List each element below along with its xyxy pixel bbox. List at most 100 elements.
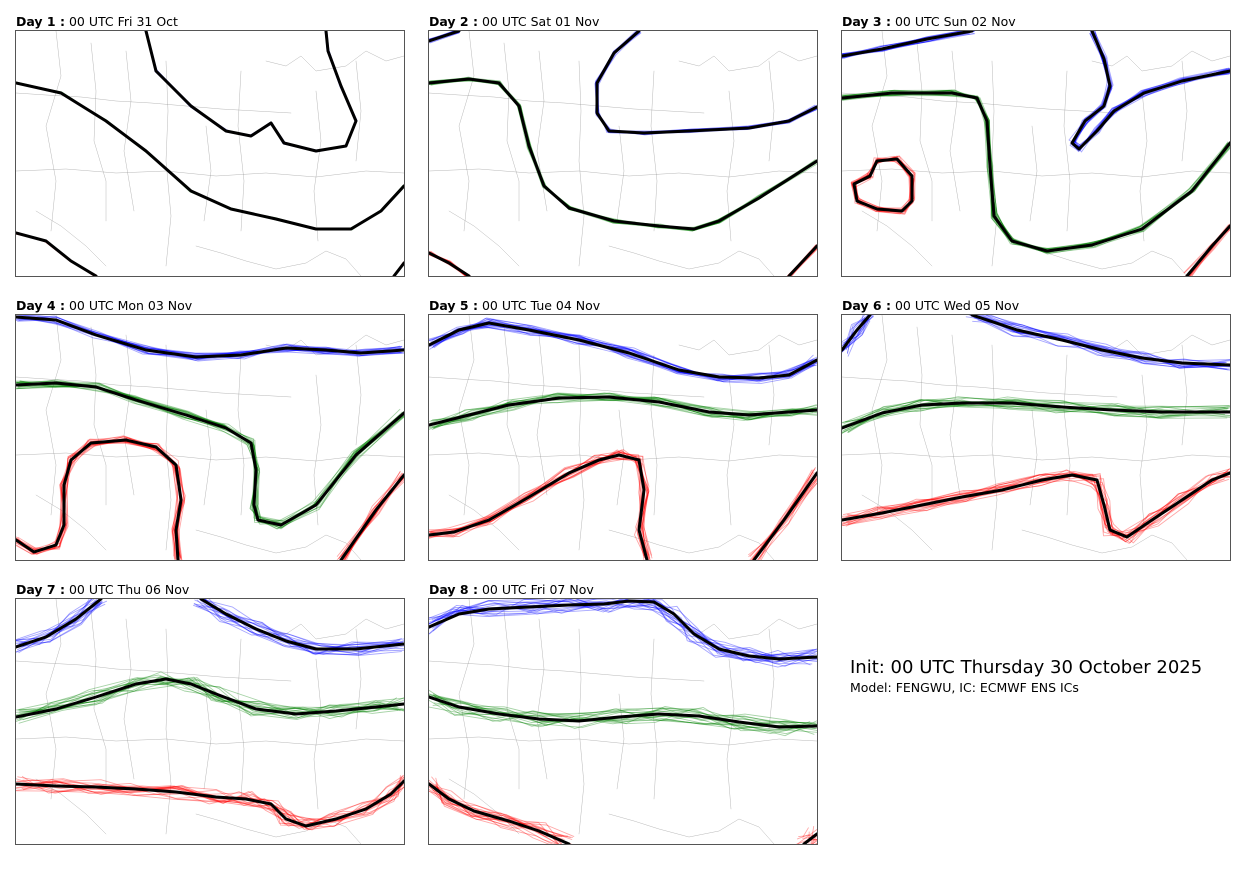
- blue-ensemble-member: [597, 32, 817, 134]
- border-line: [355, 60, 362, 162]
- green-ensemble-member: [842, 399, 1230, 427]
- red-ensemble-member: [429, 454, 649, 560]
- border-line: [195, 813, 362, 844]
- blue-ensemble-member: [597, 31, 817, 134]
- green-ensemble-member: [17, 677, 404, 718]
- border-line: [458, 599, 475, 800]
- red-ensemble-member: [802, 827, 809, 838]
- red-ensemble-member: [429, 449, 653, 556]
- blue-ensemble-member: [595, 31, 817, 135]
- border-line: [1091, 50, 1230, 72]
- blue-ensemble-member: [973, 315, 1230, 368]
- red-ensemble-member: [429, 456, 650, 560]
- red-ensemble-member: [842, 474, 1230, 540]
- border-line: [313, 90, 322, 242]
- blue-ensemble-mean: [1070, 31, 1230, 151]
- red-ensemble-mean: [429, 453, 649, 560]
- border-line: [16, 92, 292, 114]
- green-ensemble-member: [842, 95, 1230, 251]
- valid-time: 00 UTC Fri 07 Nov: [481, 582, 594, 597]
- green-ensemble-mean: [16, 81, 404, 231]
- panel-title: Day 6 : 00 UTC Wed 05 Nov: [842, 298, 1019, 314]
- basemap-borders: [16, 599, 404, 844]
- red-ensemble-mean: [16, 438, 183, 560]
- red-ensemble-member: [748, 469, 814, 556]
- border-line: [313, 658, 322, 810]
- day-label: Day 3 :: [842, 14, 891, 29]
- red-ensemble-member: [16, 774, 404, 827]
- blue-ensemble-mean: [429, 599, 817, 661]
- valid-time: 00 UTC Sat 01 Nov: [481, 14, 600, 29]
- red-ensemble-mean: [429, 782, 571, 844]
- valid-time: 00 UTC Sun 02 Nov: [894, 14, 1016, 29]
- border-line: [203, 693, 212, 790]
- border-line: [45, 31, 62, 232]
- blue-ensemble-mean: [429, 321, 817, 380]
- blue-ensemble-member: [429, 599, 817, 659]
- red-ensemble-member: [16, 438, 181, 560]
- basemap-borders: [429, 31, 817, 276]
- green-ensemble-member: [842, 89, 1230, 253]
- red-ensemble-member: [748, 476, 817, 558]
- red-ensemble-mean: [852, 157, 914, 213]
- green-ensemble-member: [20, 674, 404, 717]
- basemap-borders: [16, 31, 404, 276]
- red-ensemble-member: [16, 781, 404, 831]
- green-ensemble-member: [844, 89, 1230, 253]
- spaghetti-map: [428, 598, 818, 845]
- border-line: [429, 376, 705, 398]
- red-ensemble-member: [429, 788, 568, 837]
- blue-ensemble-member: [842, 31, 963, 55]
- day-label: Day 1 :: [16, 14, 65, 29]
- border-line: [616, 693, 625, 790]
- red-ensemble-member: [16, 440, 181, 557]
- green-ensemble-member: [842, 92, 1230, 253]
- border-line: [871, 315, 888, 516]
- valid-time: 00 UTC Tue 04 Nov: [481, 298, 601, 313]
- blue-ensemble-member: [842, 320, 871, 353]
- border-line: [429, 660, 705, 682]
- border-line: [1021, 245, 1188, 276]
- green-ensemble-member: [842, 404, 1230, 429]
- blue-ensemble-member: [842, 315, 871, 353]
- blue-ensemble-member: [429, 599, 817, 662]
- green-ensemble-member: [429, 78, 817, 229]
- blue-ensemble-member: [204, 599, 404, 649]
- blue-ensemble-member: [429, 326, 815, 379]
- red-ensemble-mean: [392, 261, 404, 276]
- blue-ensemble-member: [429, 599, 817, 660]
- border-line: [726, 374, 735, 526]
- border-line: [203, 409, 212, 506]
- green-ensemble-member: [18, 679, 404, 721]
- green-ensemble-member: [16, 83, 404, 230]
- border-line: [949, 50, 961, 212]
- red-ensemble-member: [429, 782, 560, 844]
- valid-time: 00 UTC Mon 03 Nov: [68, 298, 193, 313]
- red-ensemble-member: [756, 478, 817, 560]
- green-ensemble-member: [18, 678, 397, 724]
- green-ensemble-mean: [842, 91, 1230, 253]
- blue-ensemble-member: [16, 599, 92, 641]
- green-ensemble-mean: [842, 401, 1230, 430]
- day-label: Day 8 :: [429, 582, 478, 597]
- blue-ensemble-member: [202, 599, 404, 655]
- green-ensemble-member: [429, 77, 817, 230]
- blue-ensemble-member: [595, 31, 817, 133]
- spaghetti-map: [428, 314, 818, 561]
- border-line: [608, 813, 775, 844]
- red-ensemble-member: [429, 790, 563, 844]
- border-line: [16, 660, 292, 682]
- red-ensemble-member: [345, 475, 402, 560]
- red-ensemble-member: [796, 828, 817, 844]
- blue-ensemble-member: [16, 602, 103, 641]
- red-ensemble-member: [16, 441, 181, 557]
- border-line: [429, 452, 817, 462]
- border-line: [429, 92, 705, 114]
- blue-ensemble-member: [199, 599, 404, 650]
- red-ensemble-member: [812, 838, 817, 844]
- green-ensemble-member: [429, 80, 817, 230]
- border-line: [195, 529, 362, 560]
- blue-ensemble-member: [146, 31, 358, 152]
- green-ensemble-member: [16, 82, 404, 230]
- panel-title: Day 1 : 00 UTC Fri 31 Oct: [16, 14, 178, 30]
